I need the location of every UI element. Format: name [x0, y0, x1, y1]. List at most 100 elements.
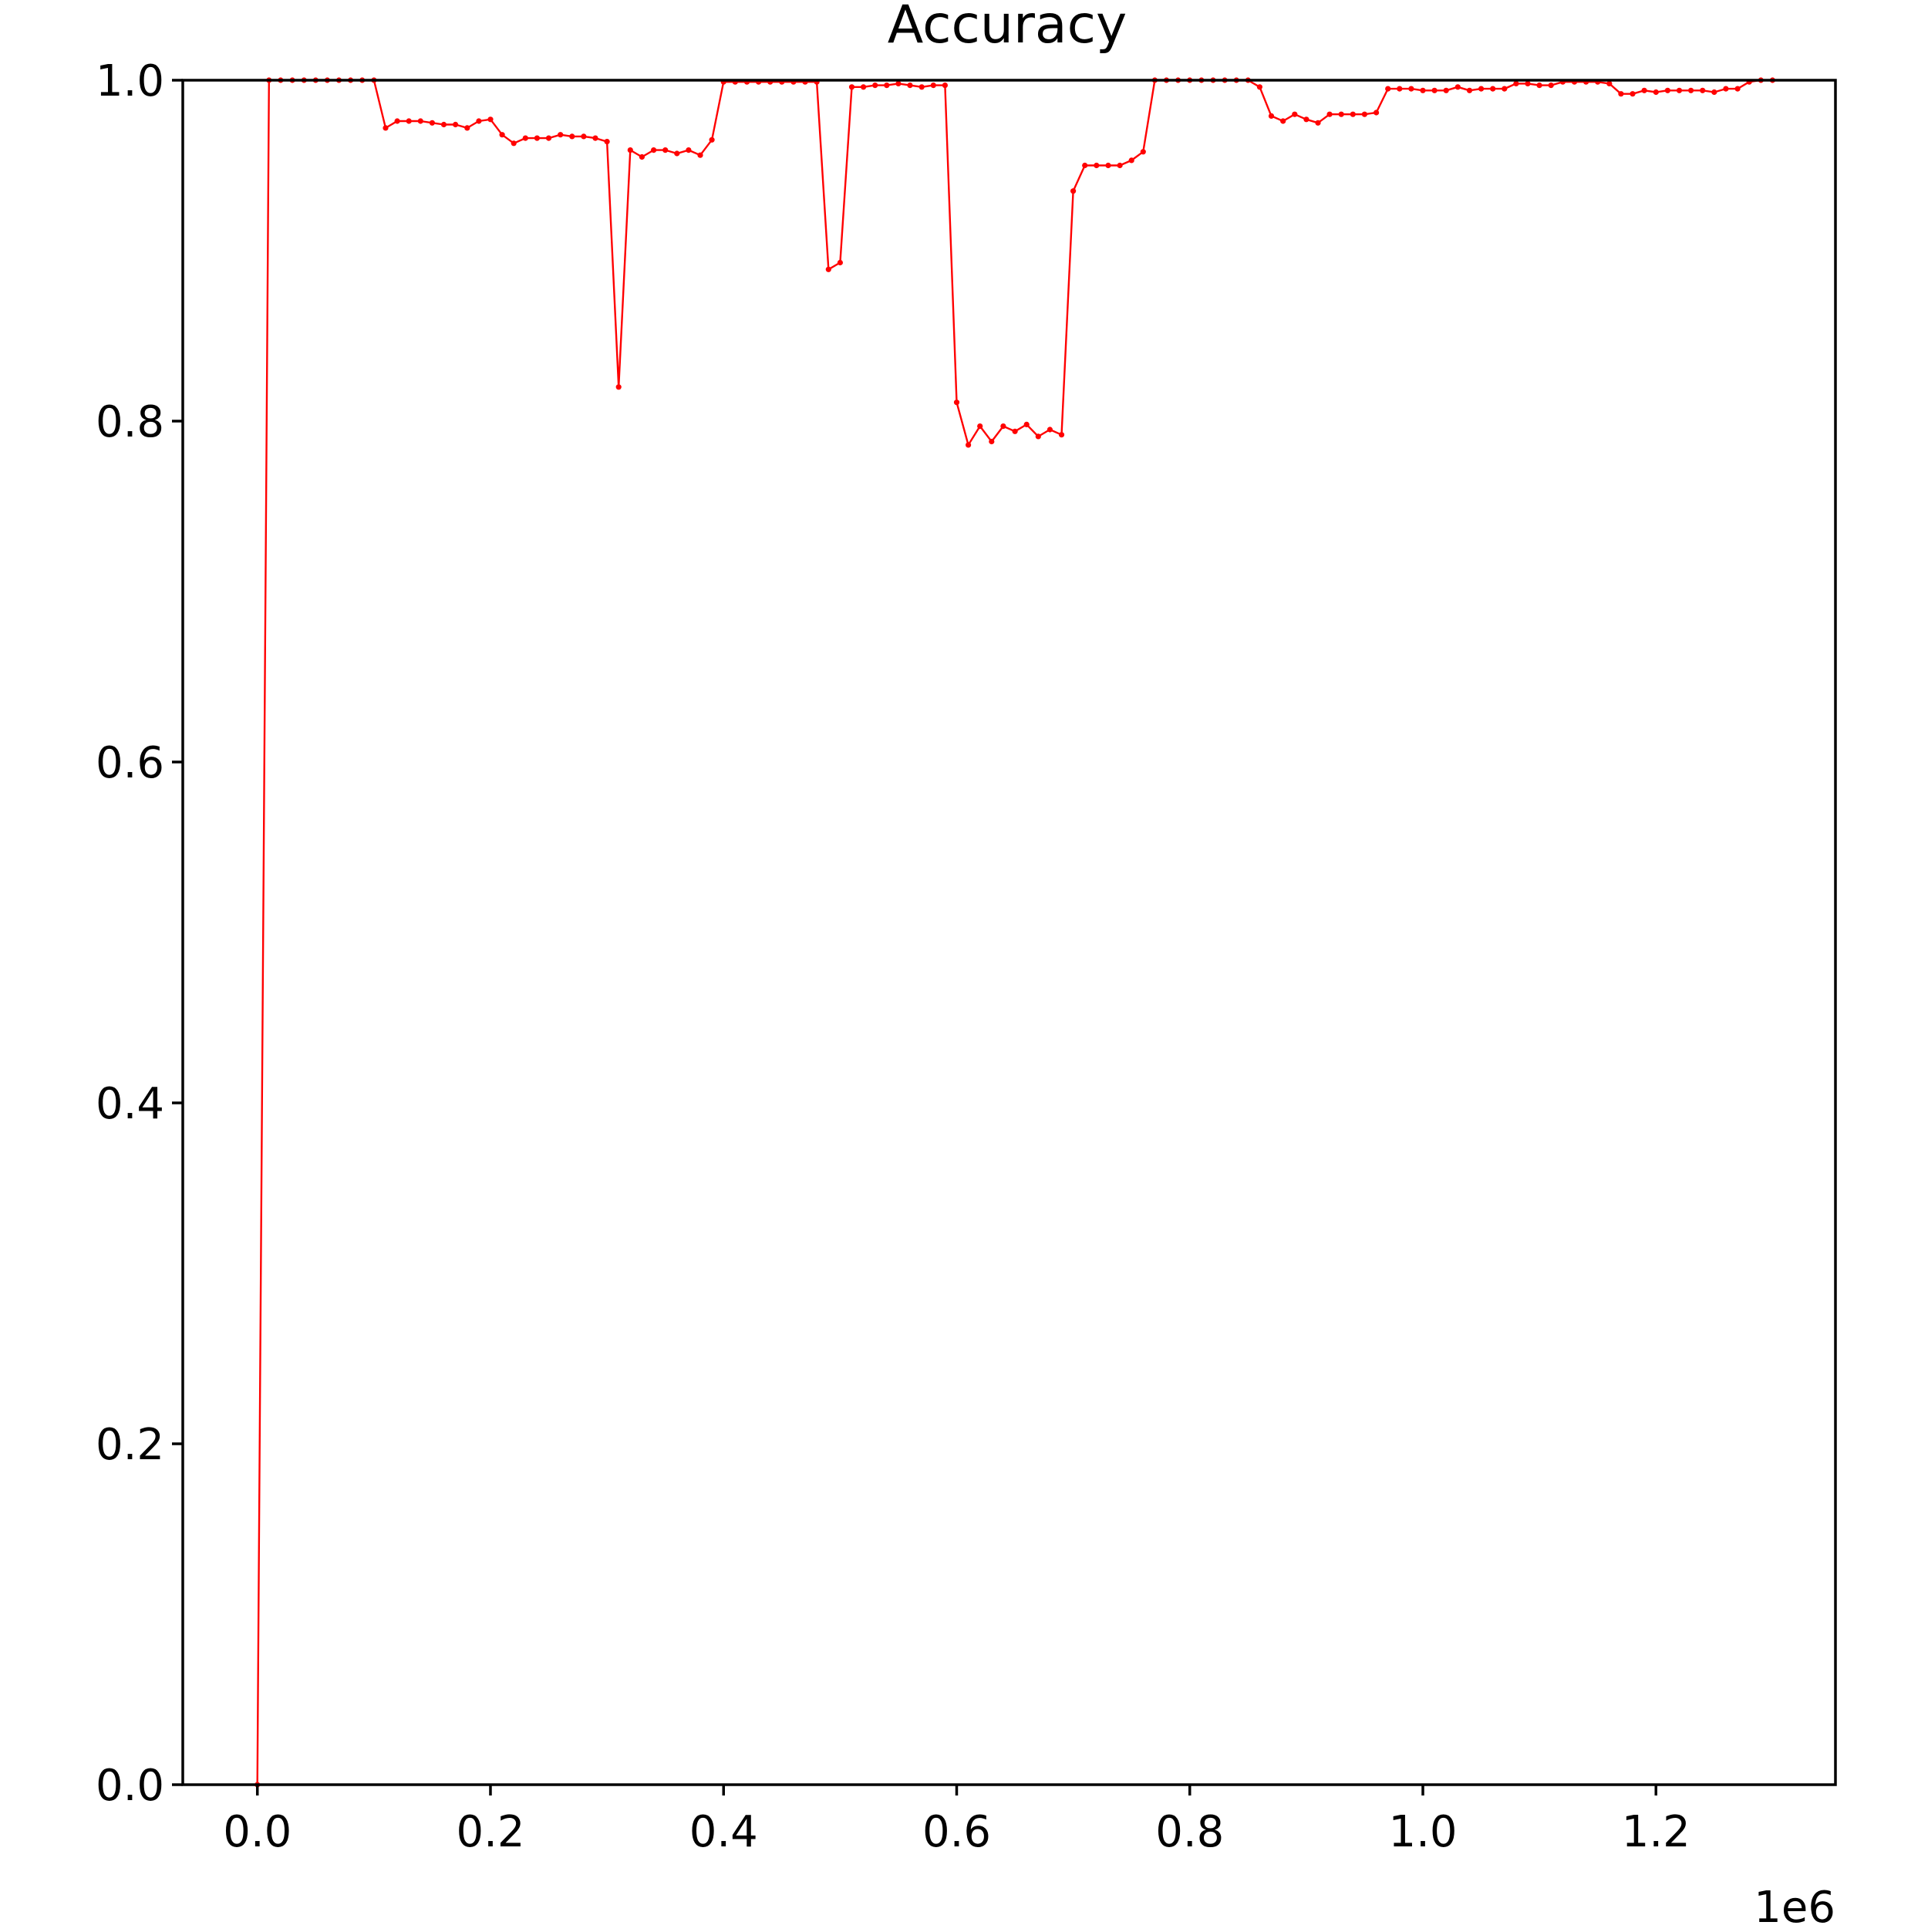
- data-point: [639, 153, 645, 160]
- data-point: [1536, 83, 1542, 89]
- x-tick-label: 1.0: [1388, 1807, 1457, 1857]
- data-point: [1070, 188, 1077, 194]
- y-tick-label: 0.6: [96, 738, 164, 788]
- y-tick-label: 1.0: [96, 56, 164, 106]
- data-point: [1292, 111, 1298, 117]
- data-point: [1676, 87, 1683, 93]
- data-point: [1082, 162, 1088, 169]
- data-point: [651, 147, 657, 153]
- data-point: [1525, 80, 1531, 86]
- plot-frame: [181, 79, 1837, 1786]
- data-point: [907, 83, 913, 89]
- data-point: [1058, 432, 1065, 438]
- data-point: [1256, 84, 1262, 90]
- data-point: [884, 83, 890, 89]
- data-point: [545, 135, 552, 141]
- data-point: [1128, 157, 1134, 164]
- data-point: [1420, 87, 1426, 93]
- data-point: [1502, 86, 1508, 92]
- data-point: [1315, 120, 1321, 126]
- data-point: [1630, 91, 1636, 97]
- data-point: [1466, 87, 1473, 93]
- data-point: [1664, 87, 1670, 93]
- data-point: [1478, 86, 1485, 92]
- data-point: [1268, 113, 1275, 119]
- data-point: [861, 84, 867, 90]
- data-point: [895, 80, 902, 86]
- data-point: [1618, 91, 1624, 97]
- data-point: [674, 150, 680, 157]
- data-point: [1641, 87, 1647, 93]
- data-point: [569, 133, 575, 140]
- x-tick-label: 0.0: [223, 1807, 292, 1857]
- data-point: [697, 152, 703, 158]
- data-point: [1700, 87, 1706, 93]
- data-point: [848, 84, 855, 90]
- data-point: [1374, 110, 1380, 116]
- data-point: [534, 135, 541, 141]
- data-point: [825, 266, 831, 272]
- data-point: [615, 384, 622, 390]
- data-point: [1035, 433, 1041, 440]
- y-tick-label: 0.2: [96, 1420, 164, 1470]
- data-point: [837, 259, 843, 266]
- data-point: [1711, 89, 1717, 96]
- data-point: [499, 132, 505, 138]
- data-point: [604, 139, 610, 145]
- data-point: [1734, 86, 1741, 92]
- data-point: [1653, 89, 1659, 96]
- data-point: [417, 118, 423, 124]
- data-point: [453, 121, 459, 128]
- data-point: [464, 125, 470, 131]
- y-tick-label: 0.0: [96, 1761, 164, 1811]
- data-point: [592, 135, 598, 141]
- data-point: [686, 147, 692, 153]
- data-point: [1105, 162, 1111, 169]
- data-point: [383, 125, 389, 131]
- data-point: [1454, 84, 1461, 90]
- data-point: [1140, 149, 1146, 155]
- data-point: [1117, 162, 1123, 169]
- data-point: [581, 133, 587, 140]
- data-point: [872, 83, 878, 89]
- data-point: [1326, 111, 1333, 117]
- x-offset-label: 1e6: [1754, 1883, 1835, 1928]
- data-point: [1361, 111, 1367, 117]
- data-point: [966, 442, 972, 448]
- chart-title: Accuracy: [888, 0, 1127, 56]
- data-point: [709, 137, 715, 143]
- x-tick-label: 0.8: [1155, 1807, 1224, 1857]
- data-point: [1548, 83, 1554, 89]
- data-point: [1047, 427, 1053, 433]
- data-point: [1280, 118, 1286, 124]
- data-point: [918, 84, 925, 90]
- data-point: [1338, 111, 1344, 117]
- data-point: [394, 118, 400, 124]
- data-point: [406, 118, 412, 124]
- data-point: [953, 400, 960, 406]
- data-point: [1385, 86, 1391, 92]
- x-tick-label: 0.2: [456, 1807, 524, 1857]
- data-point: [1513, 80, 1519, 86]
- data-point: [1023, 421, 1030, 428]
- data-point: [1490, 86, 1496, 92]
- data-point: [1443, 87, 1449, 93]
- data-point: [1431, 87, 1438, 93]
- x-tick-label: 0.4: [689, 1807, 758, 1857]
- y-tick-label: 0.4: [96, 1079, 164, 1129]
- data-point: [1303, 116, 1309, 123]
- data-point: [476, 118, 482, 124]
- data-point: [511, 140, 517, 147]
- data-point: [627, 147, 633, 153]
- data-point: [1397, 86, 1403, 92]
- x-tick-label: 0.6: [922, 1807, 991, 1857]
- data-point: [440, 121, 447, 128]
- data-point: [662, 147, 669, 153]
- data-point: [429, 120, 436, 126]
- data-point: [487, 116, 494, 123]
- data-point: [1350, 111, 1356, 117]
- data-point: [1408, 86, 1414, 92]
- y-tick-label: 0.8: [96, 397, 164, 447]
- data-point: [1723, 86, 1729, 92]
